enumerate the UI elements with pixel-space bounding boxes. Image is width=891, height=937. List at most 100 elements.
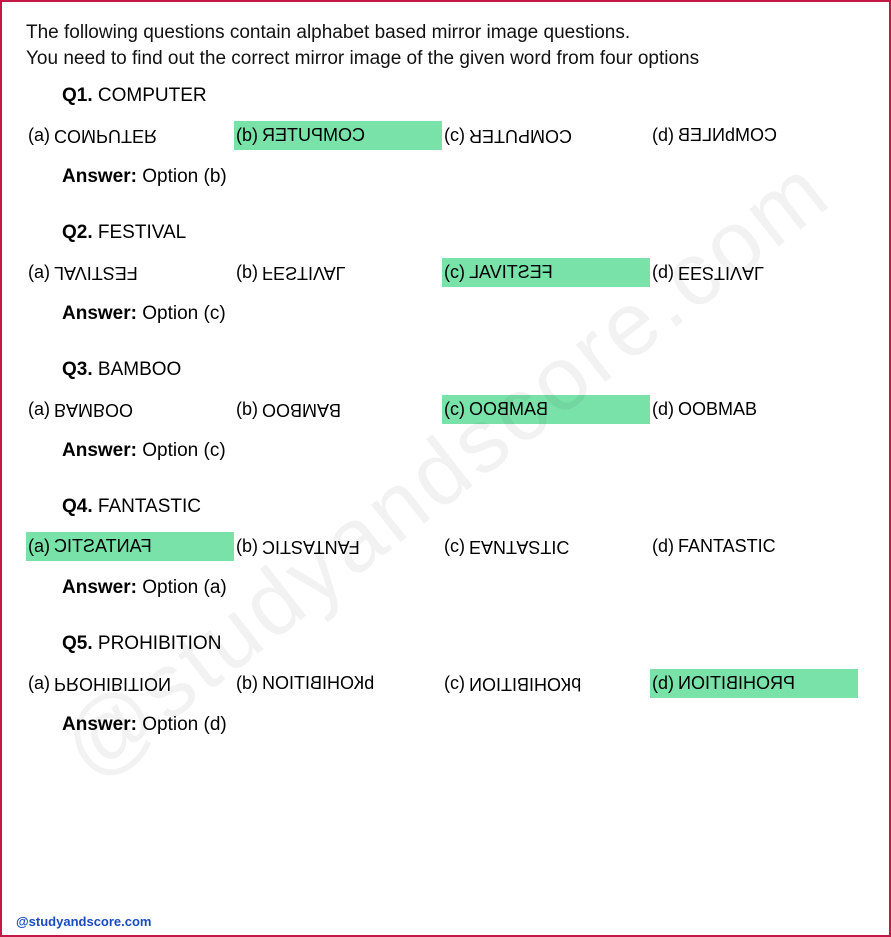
option-text: COMbNLEB — [678, 125, 777, 146]
option[interactable]: (a)FANTASTIC — [26, 532, 234, 561]
option[interactable]: (a)PROHIBITION — [26, 669, 234, 698]
option-label: (b) — [236, 399, 258, 419]
option[interactable]: (c)BAMBOO — [442, 395, 650, 424]
answer-label: Answer: — [62, 166, 137, 187]
option-text: COMPUTER — [469, 125, 572, 146]
option-label: (b) — [236, 125, 258, 145]
option-label: (c) — [444, 125, 465, 145]
question-block: Q1. COMPUTER(a)COMPUTER(b)COMPUTER(c)COM… — [62, 85, 865, 188]
option-label: (d) — [652, 673, 674, 693]
question-block: Q3. BAMBOO(a)BAMBOO(b)BAMBOO(c)BAMBOO(d)… — [62, 359, 865, 462]
question-number: Q3. — [62, 359, 93, 380]
option[interactable]: (d)OOBMAB — [650, 395, 858, 424]
question-word: PROHIBITION — [98, 633, 222, 654]
option-text: BAMBOO — [54, 399, 133, 420]
option-text: BAMBOO — [262, 399, 341, 420]
option[interactable]: (c)COMPUTER — [442, 121, 650, 150]
question-title: Q2. FESTIVAL — [62, 222, 865, 244]
answer-value: Option (b) — [142, 166, 226, 187]
question-title: Q1. COMPUTER — [62, 85, 865, 107]
option[interactable]: (a)BAMBOO — [26, 395, 234, 424]
option[interactable]: (a)COMPUTER — [26, 121, 234, 150]
option[interactable]: (c)FESTIVAL — [442, 258, 650, 287]
option[interactable]: (c)bКОНІВІТІОИ — [442, 669, 650, 698]
question-block: Q4. FANTASTIC(a)FANTASTIC(b)FANTASTIC(c)… — [62, 496, 865, 599]
questions-container: Q1. COMPUTER(a)COMPUTER(b)COMPUTER(c)COM… — [26, 85, 865, 736]
option-label: (a) — [28, 673, 50, 693]
option-text: PROHIBITION — [54, 673, 171, 694]
option-label: (a) — [28, 262, 50, 282]
option[interactable]: (d)PROHIBITION — [650, 669, 858, 698]
question-number: Q2. — [62, 222, 93, 243]
option-text: FANTASTIC — [262, 536, 360, 557]
question-number: Q1. — [62, 85, 93, 106]
option-text: FESTIVAL — [262, 262, 346, 283]
option[interactable]: (d)ЕЕƧТIVАL — [650, 258, 858, 287]
answer-label: Answer: — [62, 577, 137, 598]
options-row: (a)BAMBOO(b)BAMBOO(c)BAMBOO(d)OOBMAB — [26, 395, 865, 424]
option-label: (a) — [28, 125, 50, 145]
question-title: Q3. BAMBOO — [62, 359, 865, 381]
option-label: (d) — [652, 125, 674, 145]
intro-text: The following questions contain alphabet… — [26, 20, 865, 71]
option-label: (a) — [28, 399, 50, 419]
quiz-card: @studyandscore.com The following questio… — [0, 0, 891, 937]
option-text: bКОНІВІТІОИ — [469, 673, 581, 694]
option-label: (b) — [236, 536, 258, 556]
option[interactable]: (c)ЕАИТАƧТІС — [442, 532, 650, 561]
answer-line: Answer: Option (c) — [62, 440, 865, 462]
option-label: (a) — [28, 536, 50, 556]
answer-line: Answer: Option (d) — [62, 714, 865, 736]
option-text: COMPUTER — [54, 125, 157, 146]
question-word: COMPUTER — [98, 85, 207, 106]
option-text: BAMBOO — [469, 399, 548, 420]
answer-value: Option (c) — [142, 440, 225, 461]
option[interactable]: (d)COMbNLEB — [650, 121, 858, 150]
options-row: (a)PROHIBITION(b)bКОНІВІТІОИ(c)bКОНІВІТІ… — [26, 669, 865, 698]
option-text: ЕАИТАƧТІС — [469, 536, 569, 557]
answer-line: Answer: Option (b) — [62, 166, 865, 188]
option-text: ЕЕƧТIVАL — [678, 262, 764, 283]
option-label: (c) — [444, 399, 465, 419]
answer-label: Answer: — [62, 440, 137, 461]
option-label: (d) — [652, 262, 674, 282]
question-word: BAMBOO — [98, 359, 181, 380]
option[interactable]: (d)FANTASTIC — [650, 532, 858, 561]
option[interactable]: (a)FESTIVAL — [26, 258, 234, 287]
option-text: COMPUTER — [262, 125, 365, 146]
question-word: FANTASTIC — [98, 496, 201, 517]
question-block: Q5. PROHIBITION(a)PROHIBITION(b)bКОНІВІТ… — [62, 633, 865, 736]
footer-credit: @studyandscore.com — [16, 914, 152, 929]
answer-label: Answer: — [62, 303, 137, 324]
option-text: FANTASTIC — [678, 536, 776, 556]
intro-line1: The following questions contain alphabet… — [26, 22, 630, 43]
options-row: (a)FESTIVAL(b)FESTIVAL(c)FESTIVAL(d)ЕЕƧТ… — [26, 258, 865, 287]
question-title: Q4. FANTASTIC — [62, 496, 865, 518]
option[interactable]: (b)COMPUTER — [234, 121, 442, 150]
option-text: OOBMAB — [678, 399, 757, 419]
question-block: Q2. FESTIVAL(a)FESTIVAL(b)FESTIVAL(c)FES… — [62, 222, 865, 325]
option-label: (b) — [236, 262, 258, 282]
option[interactable]: (b)FESTIVAL — [234, 258, 442, 287]
answer-line: Answer: Option (a) — [62, 577, 865, 599]
option-label: (c) — [444, 262, 465, 282]
option[interactable]: (b)bКОНІВІТІОИ — [234, 669, 442, 698]
answer-value: Option (d) — [142, 714, 226, 735]
question-number: Q5. — [62, 633, 93, 654]
option-text: FESTIVAL — [54, 262, 138, 283]
answer-label: Answer: — [62, 714, 137, 735]
option-label: (c) — [444, 673, 465, 693]
intro-line2: You need to find out the correct mirror … — [26, 48, 699, 69]
option[interactable]: (b)BAMBOO — [234, 395, 442, 424]
option-label: (d) — [652, 399, 674, 419]
options-row: (a)COMPUTER(b)COMPUTER(c)COMPUTER(d)COMb… — [26, 121, 865, 150]
option-label: (b) — [236, 673, 258, 693]
answer-value: Option (a) — [142, 577, 226, 598]
option[interactable]: (b)FANTASTIC — [234, 532, 442, 561]
question-number: Q4. — [62, 496, 93, 517]
option-text: FESTIVAL — [469, 262, 553, 283]
option-text: FANTASTIC — [54, 536, 152, 557]
options-row: (a)FANTASTIC(b)FANTASTIC(c)ЕАИТАƧТІС(d)F… — [26, 532, 865, 561]
option-label: (c) — [444, 536, 465, 556]
question-title: Q5. PROHIBITION — [62, 633, 865, 655]
